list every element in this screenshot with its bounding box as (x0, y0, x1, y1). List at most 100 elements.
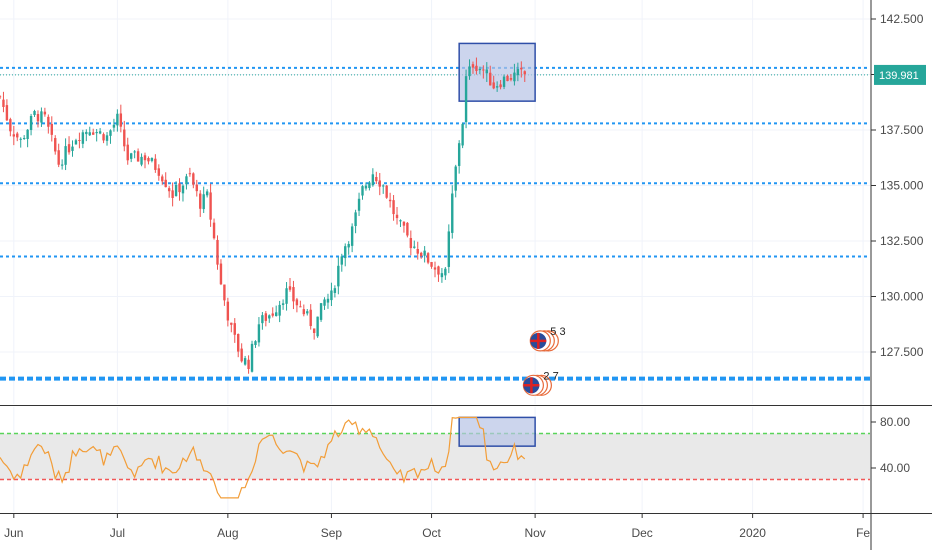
candle (457, 143, 461, 166)
candle (520, 67, 523, 70)
rsi-axis[interactable]: 80.00 40.00 (871, 415, 910, 475)
last-price-badge: 139.981 (874, 64, 926, 85)
flag-count-label: 5 3 (550, 326, 565, 338)
candle (433, 267, 437, 270)
candle (426, 253, 430, 263)
candle (95, 131, 98, 134)
candle (88, 132, 91, 136)
candle (36, 114, 40, 122)
candle (485, 69, 488, 74)
candle (292, 287, 295, 302)
candle (302, 309, 306, 315)
candle (202, 194, 205, 210)
economic-event-flags[interactable]: 5 3 2 7 (522, 326, 566, 396)
candle (129, 153, 133, 159)
rsi-tick-label: 80.00 (880, 415, 910, 429)
candle (161, 176, 164, 182)
price-tick-label: 130.000 (880, 290, 924, 304)
candle (102, 134, 105, 141)
candlestick-series (0, 57, 526, 374)
time-tick-label: Sep (321, 526, 343, 540)
candle (440, 273, 444, 278)
time-tick-label: 2020 (739, 526, 766, 540)
candle (109, 130, 112, 136)
candle (67, 144, 71, 153)
candle (57, 150, 60, 165)
candle (430, 262, 433, 267)
time-tick-label: Jul (110, 526, 125, 540)
candle (60, 164, 64, 166)
candle (316, 316, 319, 337)
candle (223, 284, 226, 301)
candle (385, 185, 388, 198)
candle (402, 221, 406, 226)
candle (475, 65, 478, 71)
candle (133, 151, 136, 153)
time-tick-label: Oct (422, 526, 441, 540)
candle (43, 111, 47, 115)
candle (164, 179, 167, 188)
candle (375, 177, 378, 182)
candle (319, 303, 323, 320)
candle (337, 265, 340, 287)
candle (254, 341, 257, 346)
candle (271, 313, 274, 316)
candle (437, 266, 440, 275)
candle (312, 328, 316, 333)
candle (154, 158, 157, 170)
candle (347, 243, 350, 248)
candle (47, 116, 50, 127)
horizontal-levels (0, 66, 870, 381)
candle (468, 66, 471, 77)
candle (174, 184, 178, 196)
candle (364, 185, 368, 189)
candle (205, 191, 209, 196)
candle (78, 140, 81, 142)
time-axis[interactable]: Jun Jul Aug Sep Oct Nov Dec 2020 Fe (4, 513, 870, 540)
candle (188, 173, 192, 175)
candle (29, 116, 33, 130)
candle (495, 86, 499, 88)
candle (116, 113, 119, 126)
candle (492, 82, 495, 89)
candle (361, 186, 364, 196)
price-tick-label: 127.500 (880, 345, 924, 359)
candle (461, 123, 464, 146)
candle (378, 180, 381, 187)
candle (326, 298, 330, 303)
candle (233, 323, 236, 335)
candle (413, 246, 416, 248)
rsi-highlight-box[interactable] (458, 416, 536, 447)
candle (471, 64, 475, 68)
candle (143, 155, 147, 161)
candle (395, 214, 399, 219)
candle (219, 263, 223, 285)
rsi-highlight-rectangle[interactable] (458, 416, 536, 447)
candle (354, 212, 357, 227)
candle (237, 334, 240, 352)
candle (192, 173, 195, 185)
candle (240, 348, 243, 362)
candle (330, 290, 333, 301)
candle (323, 299, 326, 306)
candle (250, 343, 254, 372)
candle (16, 133, 19, 138)
time-tick-label: Nov (524, 526, 545, 540)
candle (502, 76, 506, 87)
candle (278, 304, 281, 316)
price-axis[interactable]: 142.500140.000137.500135.000132.500130.0… (871, 12, 924, 359)
time-tick-label: Fe (856, 526, 870, 540)
candle (54, 138, 57, 152)
candle (19, 138, 22, 140)
candle (285, 288, 288, 304)
candle (516, 68, 520, 76)
candle (92, 132, 95, 135)
candle (74, 140, 78, 145)
candle (136, 151, 140, 162)
candle (22, 138, 26, 140)
candle (499, 84, 502, 88)
candle (509, 78, 513, 80)
time-tick-label: Aug (217, 526, 238, 540)
candle (50, 123, 53, 135)
